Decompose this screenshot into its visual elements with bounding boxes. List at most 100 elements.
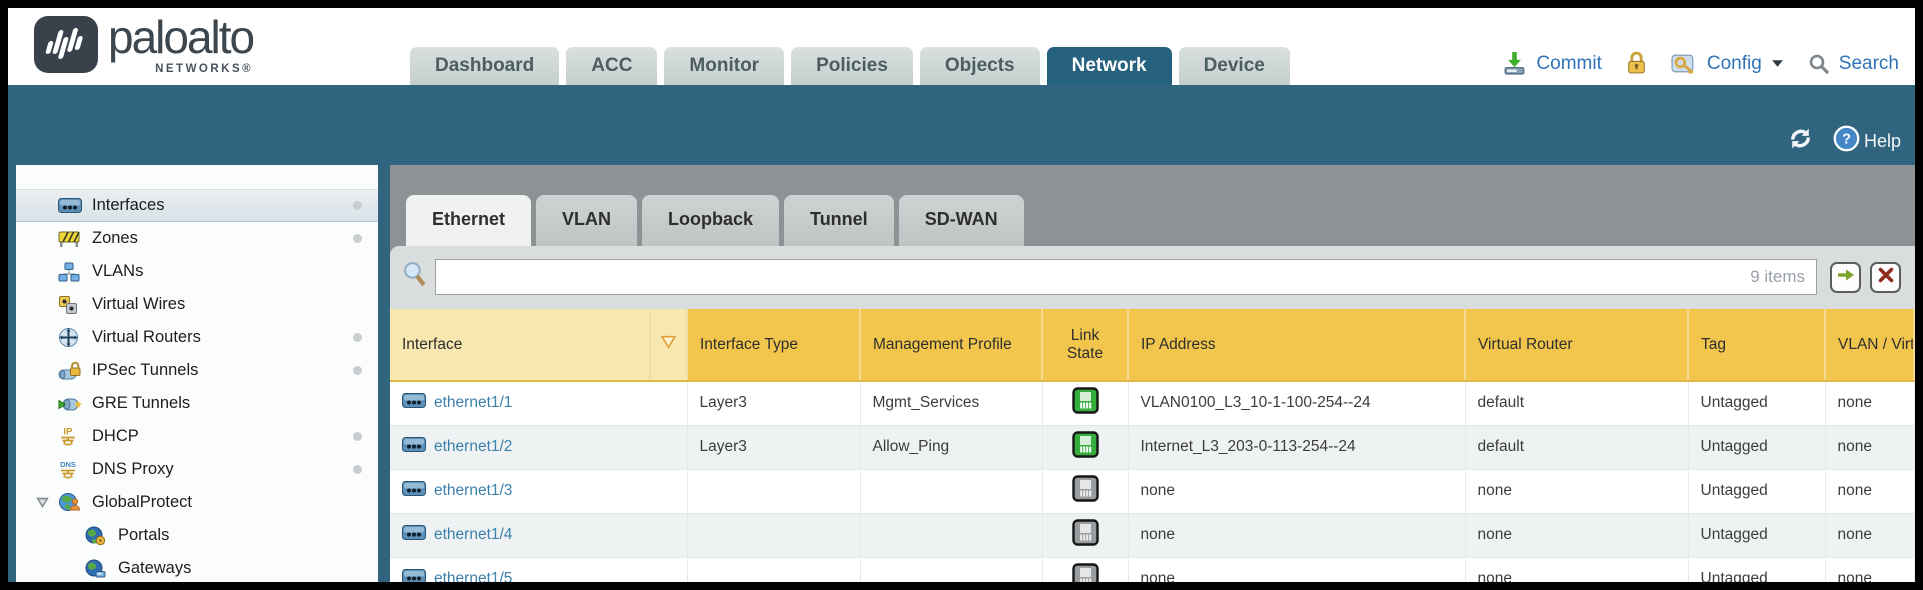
interface-link[interactable]: ethernet1/3 <box>434 482 513 499</box>
refresh-icon[interactable] <box>1786 126 1815 156</box>
column-header-tag[interactable]: Tag <box>1688 309 1826 382</box>
tab-loopback[interactable]: Loopback <box>642 195 780 246</box>
sidebar-item-interfaces[interactable]: Interfaces <box>16 189 378 222</box>
nav-tab-monitor[interactable]: Monitor <box>664 47 785 85</box>
cell-link-state <box>1042 513 1129 558</box>
clear-filter-button[interactable] <box>1870 261 1901 293</box>
brand-name: paloalto <box>108 11 255 63</box>
commit-button[interactable]: Commit <box>1536 52 1602 74</box>
sidebar-item-globalprotect[interactable]: GlobalProtect <box>16 486 378 519</box>
filter-input[interactable] <box>435 259 1817 295</box>
interface-link[interactable]: ethernet1/1 <box>434 394 513 412</box>
apply-filter-button[interactable] <box>1830 261 1861 293</box>
sidebar-splitter[interactable] <box>378 165 390 582</box>
column-header-vlan-wire[interactable]: VLAN / Virtual Wire <box>1825 309 1915 382</box>
green-arrow-icon <box>1837 268 1855 287</box>
table-row[interactable]: ethernet1/4 none none Untagged none <box>390 513 1915 558</box>
cell-ip-address: none <box>1128 469 1466 514</box>
sidebar-item-dhcp[interactable]: IP DHCP <box>16 420 378 453</box>
table-row[interactable]: ethernet1/1 Layer3 Mgmt_Services VLAN0100_L… <box>390 381 1915 426</box>
sidebar-item-ipsec-tunnels[interactable]: IPSec Tunnels <box>16 354 378 387</box>
paloalto-logo-icon <box>34 16 98 78</box>
commit-icon[interactable] <box>1502 51 1527 76</box>
status-dot <box>353 201 362 210</box>
expand-triangle-icon[interactable] <box>36 497 58 508</box>
nav-tab-acc[interactable]: ACC <box>566 47 658 85</box>
cell-interface: ethernet1/4 <box>390 513 688 558</box>
config-icon[interactable] <box>1671 51 1698 76</box>
nav-tab-network[interactable]: Network <box>1046 47 1172 85</box>
vlans-icon <box>58 262 88 282</box>
main-panel: Ethernet VLAN Loopback Tunnel SD-WAN 9 items <box>390 165 1915 582</box>
sidebar-item-virtual-wires[interactable]: Virtual Wires <box>16 288 378 321</box>
link-down-icon <box>1071 519 1099 550</box>
ethernet-interface-icon <box>402 437 426 457</box>
column-header-interface[interactable]: Interface <box>390 309 651 382</box>
paloalto-logo: paloalto NETWORKS® <box>34 11 255 78</box>
sidebar-item-portals[interactable]: Portals <box>16 519 378 552</box>
sidebar-item-vlans[interactable]: VLANs <box>16 255 378 288</box>
tab-tunnel[interactable]: Tunnel <box>784 195 894 246</box>
help-button[interactable]: ? Help <box>1833 125 1901 157</box>
status-dot <box>353 465 362 474</box>
tab-ethernet[interactable]: Ethernet <box>406 195 532 246</box>
chevron-down-icon[interactable] <box>1771 59 1784 68</box>
column-sort-cell[interactable] <box>650 309 688 382</box>
config-button[interactable]: Config <box>1706 52 1762 74</box>
sidebar-item-virtual-routers[interactable]: Virtual Routers <box>16 321 378 354</box>
status-dot <box>353 234 362 243</box>
column-header-management-profile[interactable]: Management Profile <box>860 309 1043 382</box>
lock-icon[interactable] <box>1626 51 1647 76</box>
sidebar-item-label: DHCP <box>92 427 139 445</box>
search-icon[interactable] <box>1808 53 1830 75</box>
svg-text:IP: IP <box>64 427 74 438</box>
ethernet-interface-icon <box>402 481 426 501</box>
sidebar-item-dns-proxy[interactable]: DNS DNS Proxy <box>16 453 378 486</box>
globalprotect-icon <box>58 492 88 513</box>
sub-header-bar: ? Help <box>8 85 1915 165</box>
interface-link[interactable]: ethernet1/2 <box>434 438 513 455</box>
sidebar-item-zones[interactable]: Zones <box>16 222 378 255</box>
cell-link-state <box>1042 381 1129 426</box>
cell-virtual-router: none <box>1465 469 1689 514</box>
tab-vlan[interactable]: VLAN <box>536 195 638 246</box>
interface-link[interactable]: ethernet1/5 <box>434 570 513 582</box>
cell-management-profile <box>860 513 1043 558</box>
cell-link-state <box>1042 557 1129 582</box>
search-button[interactable]: Search <box>1838 52 1899 74</box>
interface-link[interactable]: ethernet1/4 <box>434 526 513 543</box>
sort-dropdown-icon[interactable] <box>660 335 677 353</box>
link-up-icon <box>1071 387 1099 418</box>
cell-vlan-wire: none <box>1825 513 1915 558</box>
tab-sd-wan[interactable]: SD-WAN <box>898 195 1024 246</box>
sidebar-item-gateways[interactable]: Gateways <box>16 552 378 582</box>
cell-ip-address: none <box>1128 513 1466 558</box>
ethernet-interface-icon <box>402 569 426 582</box>
column-header-interface-type[interactable]: Interface Type <box>687 309 861 382</box>
cell-interface: ethernet1/3 <box>390 469 688 514</box>
sidebar-item-gre-tunnels[interactable]: GRE Tunnels <box>16 387 378 420</box>
nav-tab-device[interactable]: Device <box>1178 47 1290 85</box>
nav-tab-policies[interactable]: Policies <box>791 47 913 85</box>
sidebar-item-label: Zones <box>92 229 138 247</box>
interfaces-table: Interface Interface Type Management Prof… <box>390 309 1915 582</box>
ipsec-tunnels-icon <box>58 361 88 381</box>
cell-tag: Untagged <box>1688 381 1826 426</box>
help-label: Help <box>1863 130 1901 151</box>
table-row[interactable]: ethernet1/5 none none Untagged none <box>390 557 1915 582</box>
table-row[interactable]: ethernet1/3 none none Untagged none <box>390 469 1915 514</box>
sidebar-item-label: Virtual Wires <box>92 295 186 313</box>
table-row[interactable]: ethernet1/2 Layer3 Allow_Ping Internet_L3_2… <box>390 425 1915 470</box>
ethernet-interface-icon <box>402 393 426 413</box>
nav-tab-dashboard[interactable]: Dashboard <box>410 47 560 85</box>
ethernet-panel: 9 items Interface <box>390 246 1915 582</box>
cell-interface-type <box>687 469 861 514</box>
column-header-ip-address[interactable]: IP Address <box>1128 309 1466 382</box>
column-header-link-state[interactable]: Link State <box>1042 309 1129 382</box>
nav-tab-objects[interactable]: Objects <box>919 47 1040 85</box>
cell-interface-type: Layer3 <box>687 381 861 426</box>
virtual-routers-icon <box>58 327 88 348</box>
cell-management-profile: Allow_Ping <box>860 425 1043 470</box>
column-header-virtual-router[interactable]: Virtual Router <box>1465 309 1689 382</box>
cell-tag: Untagged <box>1688 425 1826 470</box>
